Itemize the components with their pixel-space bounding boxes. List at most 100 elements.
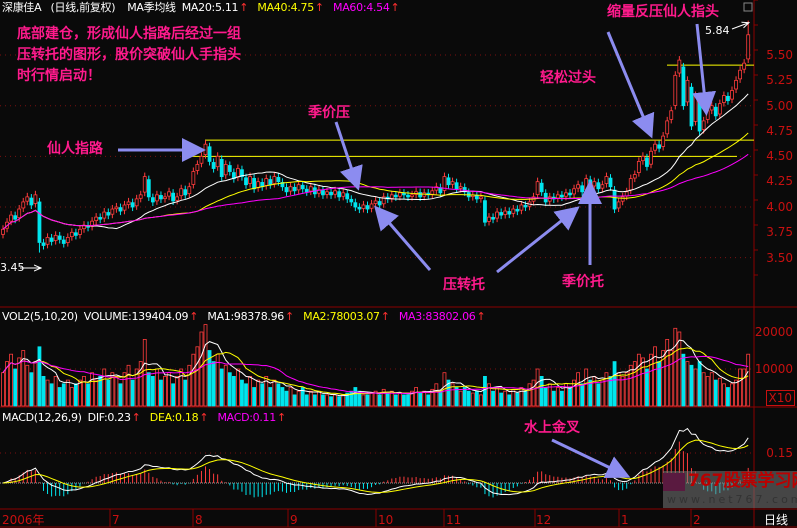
volume-bar [515, 392, 520, 407]
candle-body [211, 162, 216, 169]
candle-body [535, 181, 540, 195]
volume-bar [33, 361, 38, 407]
candle-body [543, 192, 548, 203]
candle-body [592, 181, 597, 187]
volume-bar [126, 364, 131, 407]
volume-bar [53, 375, 58, 407]
candle-body [268, 179, 273, 186]
volume-bar [430, 388, 435, 407]
annotation-ya-zhuan-tuo: 压转托 [443, 277, 485, 293]
volume-bar [244, 383, 248, 407]
price-tick: 3.50 [766, 251, 793, 265]
volume-bar [29, 372, 34, 407]
security-name: 深康佳A (日线,前复权) [2, 1, 116, 14]
candle-body [17, 208, 22, 219]
candle-body [389, 194, 394, 199]
volume-bar [13, 368, 18, 407]
candle-body [240, 169, 244, 178]
maximize-icon[interactable] [743, 2, 753, 12]
volume-bar [418, 392, 423, 407]
candle-body [722, 95, 726, 103]
candle-body [304, 188, 309, 193]
volume-bar [377, 394, 382, 407]
candle-body [276, 176, 281, 183]
candle-body [620, 196, 625, 202]
period-label[interactable]: 日线 [764, 513, 789, 527]
candle-body [163, 196, 167, 199]
volume-bar [543, 387, 548, 407]
low-price-label: 3.45 [0, 261, 25, 274]
volume-bar [240, 379, 244, 407]
volume-bar [393, 394, 398, 407]
candle-body [726, 95, 730, 102]
candle-body [292, 186, 297, 192]
candle-body [397, 192, 402, 197]
volume-bar [446, 379, 451, 407]
up-arrow-icon: ↑ [189, 310, 199, 323]
volume-bar [211, 361, 216, 407]
candle-body [738, 69, 742, 80]
volume-bar [596, 383, 601, 407]
candle-body [308, 186, 313, 192]
x-tick: 1 [621, 513, 629, 527]
volume-bar [474, 390, 479, 407]
volume-bar [414, 387, 419, 407]
candle-body [183, 189, 188, 196]
volume-ma2: MA2:78003.07 [303, 310, 380, 323]
candle-body [223, 164, 228, 176]
volume-bar [106, 379, 111, 407]
volume-bar [560, 390, 564, 407]
candle-body [584, 178, 589, 191]
candle-body [357, 206, 362, 210]
candle-body [576, 184, 580, 189]
x-tick: 7 [112, 513, 120, 527]
candle-body [300, 184, 305, 190]
candle-body [717, 103, 722, 115]
candle-body [713, 106, 718, 117]
volume-bar [665, 338, 670, 407]
price-header: 深康佳A (日线,前复权) MA季均线 MA20:5.11↑ MA40:4.75↑ … [2, 1, 405, 14]
candle-body [734, 79, 738, 90]
candle-body [608, 177, 613, 188]
price-tick: 4.25 [766, 174, 793, 188]
candle-body [539, 182, 544, 193]
candle-body [349, 198, 354, 203]
volume-bar [345, 392, 350, 407]
volume-bar [369, 392, 374, 407]
candle-body [645, 157, 649, 167]
candle-body [689, 86, 694, 127]
volume-bar [576, 372, 580, 407]
candle-body [661, 135, 666, 147]
x-tick: 11 [446, 513, 462, 527]
ma20-value: MA20:5.11 [181, 1, 239, 14]
candle-body [272, 176, 277, 184]
volume-ma3-line [2, 355, 749, 394]
candle-body [418, 192, 423, 198]
candle-body [604, 176, 609, 184]
dif-value: DIF:0.23 [87, 411, 131, 424]
volume-bar [21, 350, 26, 407]
candle-body [519, 204, 524, 211]
up-arrow-icon: ↑ [276, 411, 286, 424]
annotation-qingsong-guotou: 轻松过头 [540, 70, 596, 86]
volume-bar [426, 394, 431, 407]
candle-body [74, 232, 78, 236]
candle-body [474, 195, 479, 200]
candle-body [235, 168, 240, 178]
candle-body [430, 190, 435, 195]
candle-body [491, 217, 495, 220]
candle-body [641, 155, 645, 162]
volume-bar [705, 375, 710, 407]
candle-body [487, 216, 491, 222]
candle-body [669, 110, 674, 120]
volume-bar [316, 390, 321, 407]
volume-bar [37, 346, 42, 407]
candle-body [9, 214, 14, 222]
volume-bar [134, 368, 139, 407]
candle-body [57, 235, 62, 240]
candle-body [227, 165, 232, 172]
volume-bar [701, 372, 706, 407]
candle-body [636, 161, 641, 174]
candle-body [410, 194, 414, 197]
volume-bar [231, 375, 236, 407]
